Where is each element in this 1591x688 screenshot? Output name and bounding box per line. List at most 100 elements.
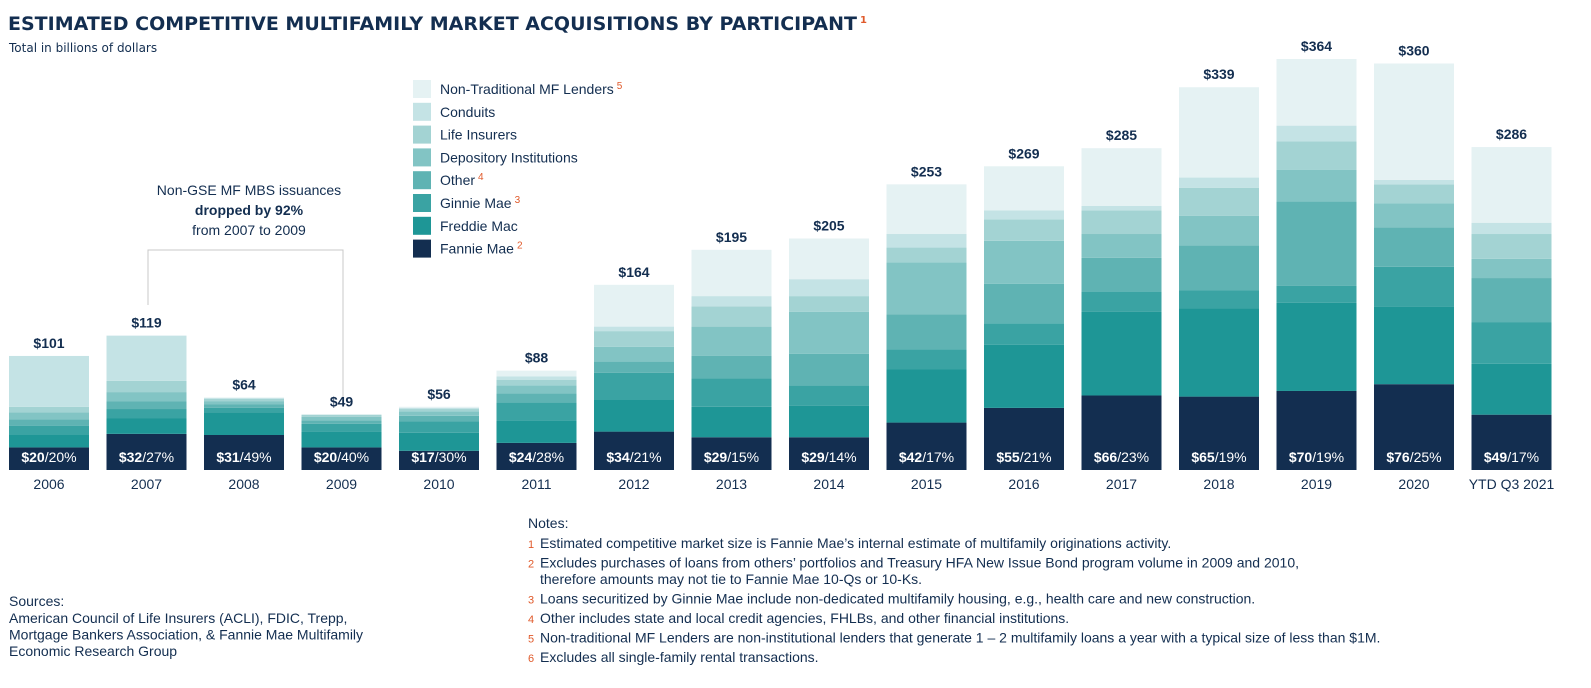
bar-segment — [9, 412, 89, 420]
x-tick-label: 2019 — [1301, 476, 1332, 492]
fannie-label: $42/17% — [899, 449, 954, 465]
total-label: $253 — [911, 163, 942, 179]
note-text: Estimated competitive market size is Fan… — [540, 535, 1171, 551]
bar-segment — [691, 355, 772, 379]
bar-segment — [1276, 169, 1357, 202]
fannie-share: /14% — [825, 449, 857, 465]
legend-swatch — [413, 171, 431, 190]
bar-segment — [204, 407, 284, 413]
x-tick-label: 2012 — [618, 476, 649, 492]
legend-name: Other — [440, 172, 475, 188]
bar-segment — [496, 393, 577, 403]
bar-segment — [594, 399, 674, 432]
subtitle: Total in billions of dollars — [8, 41, 157, 55]
annotation-bracket — [147, 249, 344, 400]
bar-segment — [1276, 141, 1357, 170]
total-label: $364 — [1301, 38, 1332, 54]
bar-segment — [984, 323, 1064, 345]
legend-swatch — [413, 148, 431, 167]
bar-segment — [1374, 63, 1454, 180]
bar-segment — [984, 166, 1064, 211]
bar-segment — [301, 416, 382, 421]
fannie-share: /49% — [240, 449, 272, 465]
fannie-share: /40% — [337, 449, 369, 465]
bar-segment — [984, 240, 1064, 284]
total-label: $195 — [716, 229, 747, 245]
bar-segment — [204, 397, 284, 399]
fannie-label: $17/30% — [411, 449, 466, 465]
x-tick-label: 2015 — [911, 476, 942, 492]
bar-segment — [984, 210, 1064, 220]
bar-segment — [301, 420, 382, 424]
bar-segment — [301, 423, 382, 432]
bar-segment — [1081, 148, 1162, 206]
bar-segment — [1276, 285, 1357, 303]
bar-segment — [691, 378, 772, 407]
note-text: Other includes state and local credit ag… — [540, 610, 1069, 626]
bar-segment — [1081, 257, 1162, 292]
bar-segment — [1374, 179, 1454, 185]
fannie-label: $29/14% — [801, 449, 856, 465]
fannie-label: $49/17% — [1484, 449, 1539, 465]
fannie-value: $24 — [509, 449, 533, 465]
x-tick-label: 2016 — [1008, 476, 1039, 492]
bar-segment — [1374, 184, 1454, 204]
bar-segment — [1276, 125, 1357, 142]
title-text: ESTIMATED COMPETITIVE MULTIFAMILY MARKET… — [8, 13, 857, 35]
bar-segment — [886, 349, 967, 370]
bar-segment — [691, 406, 772, 438]
bar-segment — [106, 380, 187, 393]
bar-segment — [204, 412, 284, 435]
bar-segment — [1081, 311, 1162, 396]
bar-segment — [789, 385, 869, 406]
legend-note: 5 — [617, 81, 623, 92]
bar-segment — [1471, 322, 1552, 364]
bar-segment — [399, 450, 479, 470]
fannie-share: /19% — [1312, 449, 1344, 465]
legend-note: 4 — [478, 172, 484, 183]
note-number: 6 — [528, 653, 534, 665]
fannie-share: /19% — [1215, 449, 1247, 465]
bar-segment — [984, 283, 1064, 324]
fannie-share: /27% — [142, 449, 174, 465]
note-number: 3 — [528, 595, 534, 607]
x-tick-label: 2008 — [228, 476, 259, 492]
bar-segment — [1374, 203, 1454, 228]
total-label: $269 — [1008, 145, 1039, 161]
legend-swatch — [413, 216, 431, 235]
legend-swatch — [413, 239, 431, 258]
fannie-share: /23% — [1117, 449, 1149, 465]
bar-segment — [1276, 390, 1357, 470]
bar-segment — [399, 407, 479, 410]
bar-segment — [399, 432, 479, 451]
x-tick-label: 2013 — [716, 476, 747, 492]
fannie-share: /30% — [435, 449, 467, 465]
fannie-label: $31/49% — [216, 449, 271, 465]
fannie-label: $24/28% — [509, 449, 564, 465]
bar-segment — [496, 402, 577, 421]
sources-line: Economic Research Group — [9, 643, 177, 659]
bar-segment — [204, 404, 284, 408]
note-text: Excludes purchases of loans from others’… — [540, 555, 1299, 571]
fannie-share: /15% — [727, 449, 759, 465]
bar-segment — [886, 184, 967, 235]
bar-segment — [9, 425, 89, 435]
bar-segment — [691, 296, 772, 307]
fannie-label: $76/25% — [1386, 449, 1441, 465]
bar-segment — [1179, 177, 1259, 188]
x-tick-label: 2018 — [1203, 476, 1234, 492]
legend-label: Conduits — [440, 104, 495, 120]
bar-segment — [789, 296, 869, 312]
bar-segment — [984, 344, 1064, 408]
note-number: 4 — [528, 614, 534, 626]
legend-swatch — [413, 102, 431, 121]
bar-segment — [204, 434, 284, 470]
fannie-label: $32/27% — [119, 449, 174, 465]
note-number: 5 — [528, 634, 534, 646]
legend-swatch — [413, 80, 431, 98]
x-tick-label: 2020 — [1398, 476, 1429, 492]
bar-segment — [1471, 414, 1552, 470]
bar-segment — [204, 398, 284, 402]
bar-segment — [984, 407, 1064, 470]
